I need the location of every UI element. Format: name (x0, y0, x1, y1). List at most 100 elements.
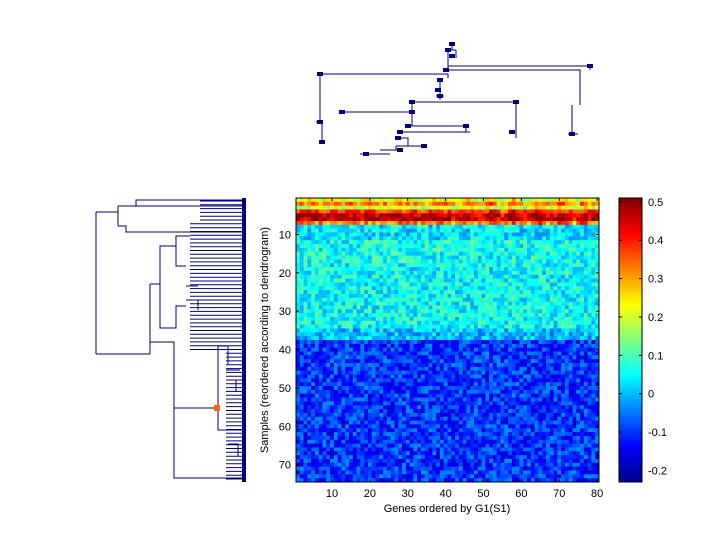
heatmap-cell (519, 255, 524, 260)
heatmap-cell (496, 370, 501, 375)
heatmap-cell (318, 251, 323, 256)
heatmap-cell (341, 363, 346, 368)
heatmap-cell (504, 393, 509, 398)
heatmap-cell (557, 378, 562, 383)
heatmap-cell (322, 363, 327, 368)
heatmap-cell (553, 409, 558, 414)
heatmap-cell (296, 412, 301, 418)
heatmap-cell (549, 363, 554, 368)
heatmap-cell (341, 386, 346, 391)
heatmap-cell (545, 351, 551, 356)
heatmap-cell (409, 301, 414, 306)
heatmap-cell (572, 244, 577, 249)
heatmap-cell (296, 336, 301, 341)
heatmap-cell (470, 412, 475, 418)
heatmap-cell (420, 320, 426, 326)
heatmap-cell (349, 278, 354, 283)
heatmap-cell (538, 232, 543, 237)
heatmap-cell (462, 270, 467, 276)
heatmap-cell (462, 428, 467, 433)
heatmap-cell (542, 420, 547, 425)
heatmap-cell (485, 320, 490, 326)
heatmap-cell (417, 278, 422, 283)
heatmap-cell (322, 293, 327, 299)
heatmap-cell (492, 217, 498, 222)
heatmap-cell (318, 228, 323, 233)
heatmap-cell (470, 255, 475, 260)
heatmap-cell (489, 393, 494, 398)
heatmap-cell (390, 221, 395, 226)
heatmap-cell (534, 236, 539, 241)
heatmap-cell (360, 244, 365, 249)
heatmap-cell (402, 343, 407, 349)
heatmap-cell (420, 209, 426, 214)
heatmap-cell (311, 428, 316, 433)
heatmap-cell (375, 347, 380, 352)
heatmap-cell (379, 282, 384, 287)
heatmap-cell (432, 382, 437, 387)
heatmap-cell (428, 213, 433, 218)
heatmap-cell (314, 247, 320, 253)
heatmap-cell (386, 389, 392, 395)
heatmap-cell (349, 409, 354, 414)
heatmap-cell (504, 282, 509, 287)
heatmap-cell (314, 336, 320, 341)
heatmap-cell (580, 340, 585, 345)
heatmap-cell (307, 370, 312, 375)
heatmap-cell (345, 232, 350, 237)
heatmap-cell (595, 282, 600, 287)
heatmap-cell (409, 297, 414, 303)
heatmap-cell (417, 359, 422, 364)
heatmap-cell (455, 420, 460, 425)
heatmap-cell (333, 343, 339, 349)
heatmap-cell (360, 255, 365, 260)
column-dendrogram-node (339, 110, 345, 114)
heatmap-cell (299, 305, 304, 310)
heatmap-cell (530, 278, 536, 283)
heatmap-cell (424, 209, 429, 214)
heatmap-cell (553, 370, 558, 375)
heatmap-cell (409, 324, 414, 329)
heatmap-cell (345, 267, 350, 272)
heatmap-cell (527, 420, 532, 425)
heatmap-cell (527, 366, 532, 372)
heatmap-cell (341, 297, 346, 303)
heatmap-cell (333, 424, 339, 429)
heatmap-cell (326, 401, 331, 406)
heatmap-cell (504, 278, 509, 283)
heatmap-cell (394, 255, 399, 260)
heatmap-cell (330, 351, 335, 356)
heatmap-cell (561, 286, 566, 291)
heatmap-cell (311, 286, 316, 291)
heatmap-cell (474, 247, 479, 253)
heatmap-cell (485, 228, 490, 233)
heatmap-cell (439, 232, 445, 237)
heatmap-cell (420, 297, 426, 303)
heatmap-cell (519, 316, 524, 322)
heatmap-cell (485, 343, 490, 349)
heatmap-cell (314, 255, 320, 260)
heatmap-cell (572, 293, 577, 299)
heatmap-cell (458, 340, 464, 345)
heatmap-cell (557, 213, 562, 218)
heatmap-cell (402, 201, 407, 207)
heatmap-cell (409, 228, 414, 233)
heatmap-cell (436, 374, 441, 379)
heatmap-cell (587, 328, 592, 333)
heatmap-cell (447, 313, 452, 318)
heatmap-cell (356, 270, 361, 276)
heatmap-cell (299, 332, 304, 337)
heatmap-cell (333, 201, 339, 207)
heatmap-cell (352, 228, 357, 233)
heatmap-cell (530, 428, 536, 433)
heatmap-cell (333, 386, 339, 391)
heatmap-cell (583, 255, 589, 260)
heatmap-cell (553, 309, 558, 314)
heatmap-cell (455, 244, 460, 249)
heatmap-cell (568, 305, 573, 310)
column-dendrogram-node (587, 64, 593, 68)
heatmap-cell (356, 378, 361, 383)
heatmap-cell (500, 420, 505, 425)
heatmap-cell (296, 432, 301, 437)
heatmap-cell (489, 378, 494, 383)
